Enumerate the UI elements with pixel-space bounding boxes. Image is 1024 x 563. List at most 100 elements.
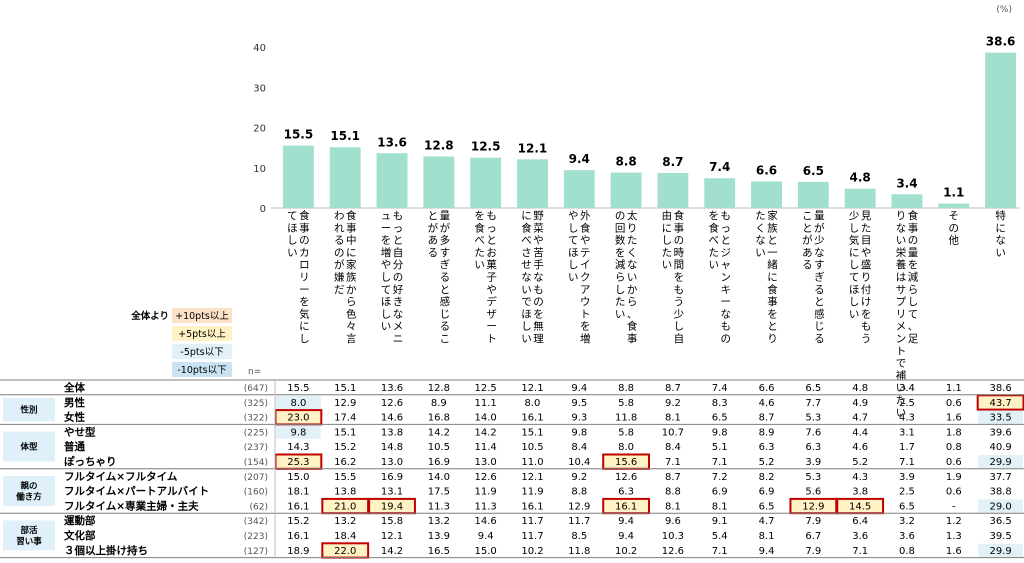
table-cell: 37.7 [989,472,1011,483]
table-cell: 11.8 [568,546,590,557]
category-label-char: 食 [627,320,638,333]
category-label-char: 目 [861,235,872,247]
category-label-char: の [334,247,345,259]
table-cell: 9.2 [665,398,681,409]
category-label-char: る [428,247,439,259]
category-label-char: 数 [615,234,626,247]
table-cell: 12.6 [615,472,637,483]
bar [470,157,502,208]
category-label-char: 菜 [533,222,544,234]
table-cell: 39.6 [989,427,1011,438]
category-label-char: り [767,333,778,345]
row-n: (207) [244,473,268,483]
group-label: 性別 [20,405,37,416]
table-cell: 11.4 [475,442,497,453]
table-cell: 16.1 [615,501,637,512]
row-n: (325) [244,399,268,409]
category-label-char: ほ [381,296,392,308]
table-cell: 14.0 [475,413,497,424]
category-label-char: 量 [908,247,919,259]
category-label-char: メ [393,321,404,333]
table-cell: 3.6 [852,531,868,542]
group-label-box [3,476,55,506]
category-label-char: ほ [849,284,860,296]
category-label-char: 無 [533,320,544,333]
category-label-char: た [708,247,719,259]
table-cell: 10.2 [521,546,543,557]
table-cell: 1.9 [946,472,962,483]
category-label-char: じ [440,308,451,320]
bar-value-label: 38.6 [986,35,1016,49]
category-label-char: し [662,235,673,247]
table-cell: 14.3 [287,442,309,453]
category-label-char: し [849,296,860,308]
table-cell: 23.0 [287,413,309,424]
category-label-char: 食 [908,209,919,222]
table-cell: 16.1 [287,501,309,512]
table-cell: 12.9 [334,398,356,409]
category-label-char: 太 [627,209,638,222]
table-cell: 11.3 [475,501,497,512]
unit-label: (%) [996,5,1012,15]
category-label-char: 分 [393,259,404,271]
n-label: n= [248,367,261,377]
table-cell: 7.1 [852,546,868,557]
table-cell: 10.5 [521,442,543,453]
table-cell: 1.6 [946,413,962,424]
legend-label: -5pts以下 [180,347,223,358]
table-cell: 9.8 [712,427,728,438]
table-cell: 10.3 [662,531,684,542]
table-cell: 6.9 [712,487,728,498]
category-label-char: 苦 [533,246,544,259]
bar [704,178,736,208]
table-cell: 7.1 [712,546,728,557]
highlight-cell [837,499,883,513]
category-label-char: 子 [486,272,497,284]
category-label-char: 補 [896,369,907,382]
category-label-char: し [568,222,579,234]
highlight-cell [276,425,321,439]
table-cell: 12.1 [521,472,543,483]
category-label-char: 食 [474,221,485,234]
y-tick-label: 20 [253,124,266,135]
category-label-char: が [428,221,439,234]
category-label-char: る [802,259,813,271]
category-label-char: を [908,259,919,271]
highlight-cell [978,410,1023,424]
table-cell: 4.7 [759,516,775,527]
table-cell: 15.8 [381,516,403,527]
category-label-char: ト [896,345,907,357]
table-cell: 15.5 [334,472,356,483]
legend-swatch [172,362,232,377]
category-label-char: 家 [346,258,357,271]
category-label-char: も [486,210,497,222]
category-label-char: 自 [393,246,404,259]
bar [282,145,314,208]
bar-value-label: 8.8 [615,155,636,169]
row-n: (322) [244,414,268,424]
category-label-char: の [615,210,626,222]
legend-label: +5pts以上 [178,329,226,340]
category-label-char: 食 [708,221,719,234]
table-cell: 5.3 [805,472,821,483]
category-label-char: や [580,235,591,247]
table-cell: 6.5 [805,383,821,394]
category-label-char: 感 [814,307,825,320]
table-cell: 8.0 [525,398,541,409]
row-label: 女性 [64,411,85,424]
category-label-char: に [849,247,860,259]
table-cell: 8.1 [759,531,775,542]
table-cell: 0.8 [946,442,962,453]
table-cell: 4.3 [899,413,915,424]
category-label-char: イ [580,259,591,271]
category-label-char: て [849,272,860,284]
table-cell: 29.9 [989,546,1011,557]
category-label-char: 々 [346,321,357,333]
table-cell: 5.8 [618,427,634,438]
category-label-char: ク [580,272,591,284]
highlight-cell [603,499,649,513]
